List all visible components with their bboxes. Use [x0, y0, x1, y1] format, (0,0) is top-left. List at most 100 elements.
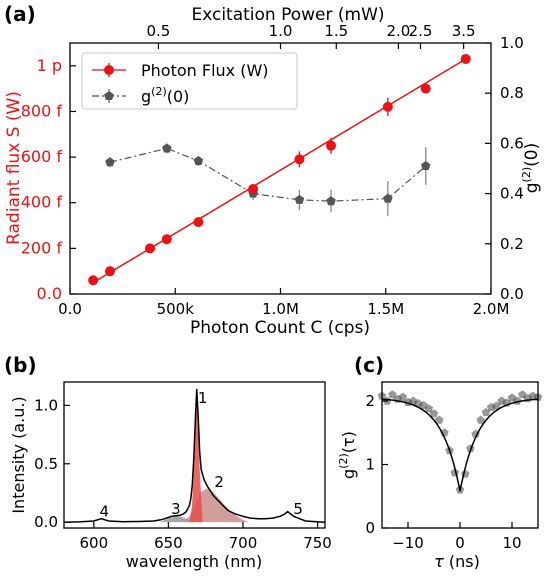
flux-point: [144, 243, 155, 254]
panel-a-right-ylabel: g(2)(0): [520, 143, 542, 193]
top-tick-label: 2.0: [386, 22, 410, 40]
y-tick-label: 2: [365, 392, 375, 410]
panel-a-left-axis: 0.0 200 f 400 f 600 f 800 f 1 p: [21, 56, 76, 303]
legend-g2-label-base: g: [141, 87, 151, 106]
g2tau-point: [476, 415, 486, 424]
y-tick-label: 1.0: [34, 396, 58, 414]
g2-point: [421, 161, 431, 170]
legend-flux-label: Photon Flux (W): [141, 61, 269, 80]
panel-b-frame: [63, 381, 326, 529]
x-tick-label: 750: [303, 534, 332, 552]
y-left-tick-label: 800 f: [21, 101, 63, 120]
top-tick-label: 3.5: [452, 22, 476, 40]
peak-label: 1: [198, 389, 208, 407]
g2-point: [105, 157, 115, 167]
panel-a-legend: Photon Flux (W) g(2)(0): [81, 52, 298, 110]
top-tick-label: 0.5: [146, 22, 170, 40]
panel-c-plot-area: [377, 390, 543, 494]
panel-a-right-ylabel-tail: (0): [522, 143, 542, 167]
flux-point: [420, 83, 431, 94]
g2tau-point: [424, 404, 434, 413]
g2tau-point: [398, 392, 408, 401]
flux-point: [326, 140, 337, 151]
flux-point: [193, 217, 204, 228]
panel-c-xlabel-sym: τ: [434, 552, 444, 571]
legend-flux-marker: [104, 65, 114, 75]
g2tau-fit-line: [382, 398, 538, 492]
g2tau-point: [388, 390, 397, 399]
peak-fill-3: [159, 515, 196, 523]
panel-b: (b) 1 2 3 4 5 600 650 700 750 0.0 0.5 1.0 Intensit…: [4, 353, 332, 571]
peak-label: 2: [214, 473, 224, 491]
legend-g2-marker: [104, 91, 114, 100]
panel-c-ylabel-sup: (2): [337, 453, 350, 469]
y-left-tick-label: 1 p: [37, 56, 62, 75]
g2tau-point: [434, 415, 444, 424]
y-right-tick-label: 0.2: [500, 235, 524, 253]
panel-a-top-axis: 0.5 1.0 1.5 2.02.5 3.5: [146, 22, 476, 49]
y-right-tick-label: 0.0: [500, 285, 524, 303]
panel-c-ylabel: g(2)(τ): [337, 431, 358, 479]
panel-a: (a) Excitation Power (mW) 0.5 1.0 1.5 2.02.…: [4, 2, 542, 338]
flux-point: [382, 101, 393, 112]
top-tick-label: 2.5: [409, 22, 433, 40]
x-tick-label: 700: [229, 534, 258, 552]
y-left-tick-label: 600 f: [21, 147, 63, 166]
spectrum-line: [63, 388, 326, 523]
panel-b-xlabel: wavelength (nm): [126, 552, 263, 571]
panel-a-top-xlabel: Excitation Power (mW): [191, 5, 384, 25]
legend-g2-label-tail: (0): [167, 87, 190, 106]
x-tick-label: 1.5M: [367, 300, 404, 318]
y-left-tick-label: 400 f: [21, 193, 63, 212]
y-right-tick-label: 0.6: [500, 134, 524, 152]
y-right-tick-label: 0.4: [500, 185, 524, 203]
panel-c-label: (c): [354, 353, 384, 377]
panel-a-left-ylabel: Radiant flux S (W): [4, 91, 24, 245]
panel-b-plot-area: 1 2 3 4 5: [63, 388, 326, 523]
x-tick-label: 600: [80, 534, 109, 552]
peak-label: 5: [293, 500, 303, 518]
g2-point: [294, 194, 305, 204]
legend-box: [81, 52, 298, 110]
x-tick-label: −10: [392, 534, 424, 552]
g2tau-point: [492, 401, 501, 410]
x-tick-label: 650: [154, 534, 183, 552]
g2tau-point: [481, 408, 491, 417]
panel-b-axes: 600 650 700 750 0.0 0.5 1.0: [34, 396, 332, 552]
g2-series-line: [109, 147, 427, 202]
g2tau-point: [429, 409, 439, 418]
y-tick-label: 0: [365, 519, 375, 537]
x-tick-label: 1.0M: [262, 300, 299, 318]
peak-label: 4: [99, 502, 109, 520]
panel-a-right-ylabel-base: g: [522, 182, 542, 193]
flux-point: [161, 234, 172, 245]
y-right-tick-label: 1.0: [500, 34, 524, 52]
x-tick-label: 0.0: [58, 300, 82, 318]
y-tick-label: 0.0: [34, 513, 58, 531]
peak-fill-1: [189, 396, 203, 523]
x-tick-label: 2.0M: [473, 300, 510, 318]
g2-point: [383, 193, 393, 203]
x-tick-label: 0: [455, 534, 465, 552]
g2-point: [326, 196, 336, 206]
panel-a-right-axis: 0.0 0.2 0.4 0.6 0.8 1.0: [485, 34, 524, 303]
flux-point: [88, 275, 99, 286]
peak-label: 3: [171, 500, 181, 518]
y-tick-label: 0.5: [34, 455, 58, 473]
y-left-tick-label: 200 f: [21, 238, 63, 257]
x-tick-label: 10: [502, 534, 521, 552]
panel-c-ylabel-base: g: [339, 469, 358, 479]
panel-c-ylabel-tail: (τ): [339, 431, 358, 453]
legend-g2-label-sup: (2): [151, 85, 167, 98]
panel-c-xlabel-tail: (ns): [444, 552, 480, 571]
panel-b-ylabel: Intensity (a.u.): [9, 396, 28, 513]
panel-b-label: (b): [4, 353, 37, 377]
panel-a-xlabel: Photon Count C (cps): [190, 318, 370, 338]
panel-c-xlabel: τ (ns): [434, 552, 480, 571]
y-left-tick-label: 0.0: [37, 284, 62, 303]
panel-a-right-ylabel-sup: (2): [520, 167, 533, 183]
panel-a-label: (a): [4, 2, 36, 26]
g2-point: [162, 143, 172, 153]
flux-point: [248, 184, 259, 195]
